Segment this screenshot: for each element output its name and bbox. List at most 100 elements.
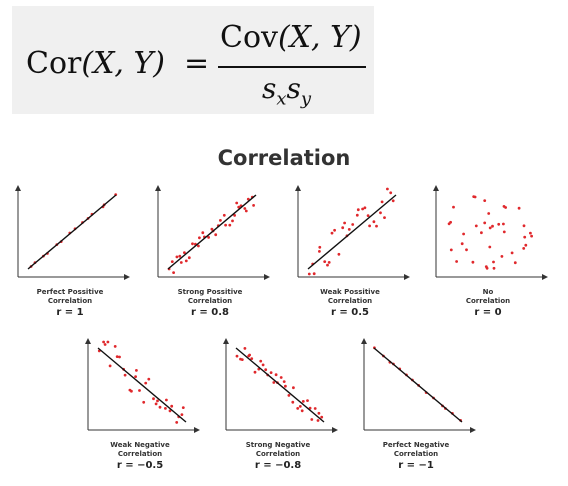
data-point	[264, 368, 268, 372]
data-point	[102, 340, 105, 344]
plot-label: Perfect Possitive Correlation	[10, 288, 130, 305]
data-point	[530, 234, 533, 238]
data-point	[330, 231, 334, 235]
data-point	[333, 228, 336, 232]
data-point	[103, 343, 107, 346]
data-point	[462, 232, 465, 236]
data-point	[197, 244, 200, 248]
diagram-title: Correlation	[217, 146, 351, 170]
data-point	[253, 370, 257, 374]
plot-r-value: r = 0	[474, 307, 502, 318]
trend-line	[27, 194, 117, 270]
formula-numerator-func: Cov	[220, 20, 278, 55]
formula-numerator: Cov(X, Y)	[220, 20, 362, 55]
data-point	[287, 394, 291, 397]
formula-equals: =	[184, 46, 210, 81]
data-point	[237, 205, 241, 209]
data-point	[142, 400, 146, 404]
data-point	[135, 369, 138, 372]
data-point	[181, 406, 185, 409]
data-point	[327, 261, 331, 264]
data-point	[485, 266, 489, 270]
data-point	[522, 247, 526, 250]
scatter-plot-svg	[433, 185, 548, 280]
plot-label-line1: Perfect Possitive	[36, 288, 104, 296]
data-point	[480, 231, 483, 235]
formula-lhs: Cor(X, Y)	[26, 46, 165, 81]
data-point	[291, 400, 295, 404]
scatter-plot-svg	[361, 338, 476, 433]
data-point	[447, 222, 451, 226]
formula-denominator: sxsy	[262, 72, 311, 110]
plot-label: No Correlation	[428, 288, 548, 305]
plot-label-line1: Perfect Negative	[382, 441, 450, 449]
data-point	[259, 359, 263, 363]
data-point	[108, 364, 112, 368]
formula-den-sub2: y	[300, 88, 312, 110]
data-point	[184, 259, 188, 263]
data-point	[170, 260, 174, 263]
data-point	[292, 386, 295, 390]
y-axis-arrow	[361, 338, 367, 344]
data-point	[487, 212, 491, 215]
x-axis-arrow	[332, 427, 338, 433]
data-point	[504, 206, 507, 209]
data-point	[361, 207, 364, 211]
data-point	[306, 399, 309, 402]
scatter-plot	[290, 185, 410, 285]
scatter-plot-svg	[295, 185, 410, 280]
scatter-plot	[218, 338, 338, 438]
data-point	[523, 235, 527, 239]
data-point	[510, 251, 514, 255]
data-point	[191, 242, 194, 246]
data-point	[235, 354, 239, 358]
data-point	[248, 353, 251, 357]
data-point	[474, 224, 478, 228]
data-point	[460, 242, 464, 246]
data-point	[491, 224, 494, 228]
plot-label: Weak Negative Correlation	[80, 441, 200, 458]
data-point	[240, 358, 244, 361]
data-point	[471, 260, 475, 264]
data-point	[488, 245, 492, 249]
plot-label-line2: Correlation	[255, 449, 301, 458]
data-point	[106, 340, 110, 344]
data-point	[316, 419, 320, 422]
y-axis-arrow	[433, 185, 439, 191]
data-point	[201, 231, 205, 235]
data-point	[147, 377, 151, 381]
data-point	[300, 409, 304, 413]
data-point	[243, 347, 247, 350]
data-point	[341, 226, 345, 230]
data-point	[296, 407, 300, 410]
data-point	[449, 248, 453, 252]
data-point	[269, 371, 273, 374]
data-point	[298, 405, 302, 408]
data-point	[165, 398, 168, 402]
data-point	[363, 206, 367, 210]
data-point	[144, 381, 148, 385]
data-point	[274, 373, 278, 377]
data-point	[175, 255, 179, 259]
data-point	[452, 205, 455, 209]
data-point	[284, 384, 287, 388]
data-point	[115, 355, 119, 358]
data-point	[279, 376, 283, 379]
plot-r-value: r = −1	[398, 460, 434, 471]
plot-label: Weak Possitive Correlation	[290, 288, 410, 305]
scatter-plot-svg	[85, 338, 200, 433]
data-point	[502, 222, 505, 226]
data-point	[154, 402, 158, 406]
plot-label: Strong Negative Correlation	[218, 441, 338, 458]
data-point	[250, 357, 254, 360]
data-point	[224, 223, 227, 227]
data-point	[222, 213, 226, 217]
data-point	[513, 261, 517, 265]
data-point	[318, 245, 322, 249]
correlation-formula: Cor(X, Y) = Cov(X, Y) sxsy	[12, 6, 374, 114]
plot-label-line1: Weak Possitive	[320, 288, 380, 296]
data-point	[246, 197, 250, 201]
data-point	[326, 263, 329, 267]
data-point	[301, 400, 305, 403]
trend-line	[167, 194, 257, 270]
